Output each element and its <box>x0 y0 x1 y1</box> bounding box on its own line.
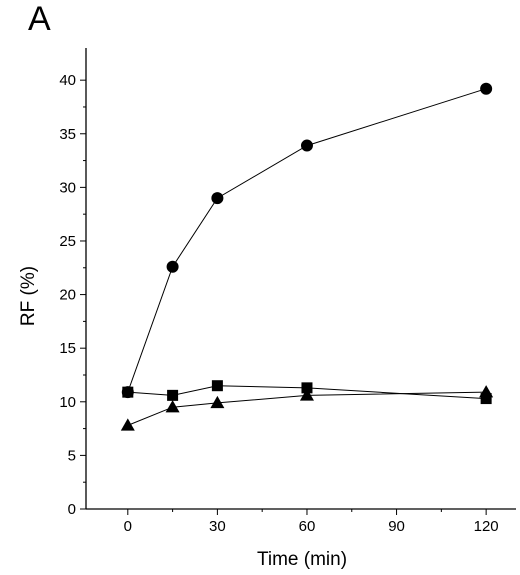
y-tick-label: 5 <box>68 447 76 464</box>
series-triangle <box>120 385 494 431</box>
y-tick-label: 15 <box>59 340 76 357</box>
data-point-square <box>480 393 492 405</box>
data-point-square <box>301 382 313 394</box>
x-tick-label: 120 <box>474 518 499 535</box>
data-point-triangle <box>299 388 314 401</box>
y-axis-title: RF (%) <box>18 266 39 326</box>
data-point-triangle <box>120 418 135 431</box>
x-tick-label: 30 <box>209 518 226 535</box>
series-square <box>122 380 492 405</box>
panel-label: A <box>28 0 51 38</box>
x-tick-label: 90 <box>388 518 405 535</box>
data-point-triangle <box>165 400 180 413</box>
data-point-square <box>122 386 134 398</box>
y-tick-label: 0 <box>68 501 76 518</box>
y-tick-label: 20 <box>59 287 76 304</box>
y-tick-label: 40 <box>59 72 76 89</box>
data-point-circle <box>166 260 179 273</box>
data-point-square <box>167 389 179 401</box>
data-point-circle <box>480 82 493 95</box>
x-tick-label: 0 <box>124 518 132 535</box>
y-tick-label: 10 <box>59 394 76 411</box>
series-circle <box>121 82 493 399</box>
data-point-triangle <box>210 395 225 409</box>
data-point-circle <box>211 192 224 205</box>
axes: 0 5 10 15 20 25 30 35 40 0 30 60 90 120 <box>59 48 516 535</box>
x-axis-title: Time (min) <box>257 549 347 570</box>
y-tick-label: 25 <box>59 233 76 250</box>
data-point-circle <box>300 139 313 152</box>
y-tick-label: 30 <box>59 179 76 196</box>
x-tick-label: 60 <box>299 518 316 535</box>
data-point-square <box>211 380 223 392</box>
series-layer <box>120 82 494 431</box>
data-point-triangle <box>479 385 494 398</box>
y-tick-label: 35 <box>59 126 76 143</box>
series-line-circle <box>127 88 487 393</box>
